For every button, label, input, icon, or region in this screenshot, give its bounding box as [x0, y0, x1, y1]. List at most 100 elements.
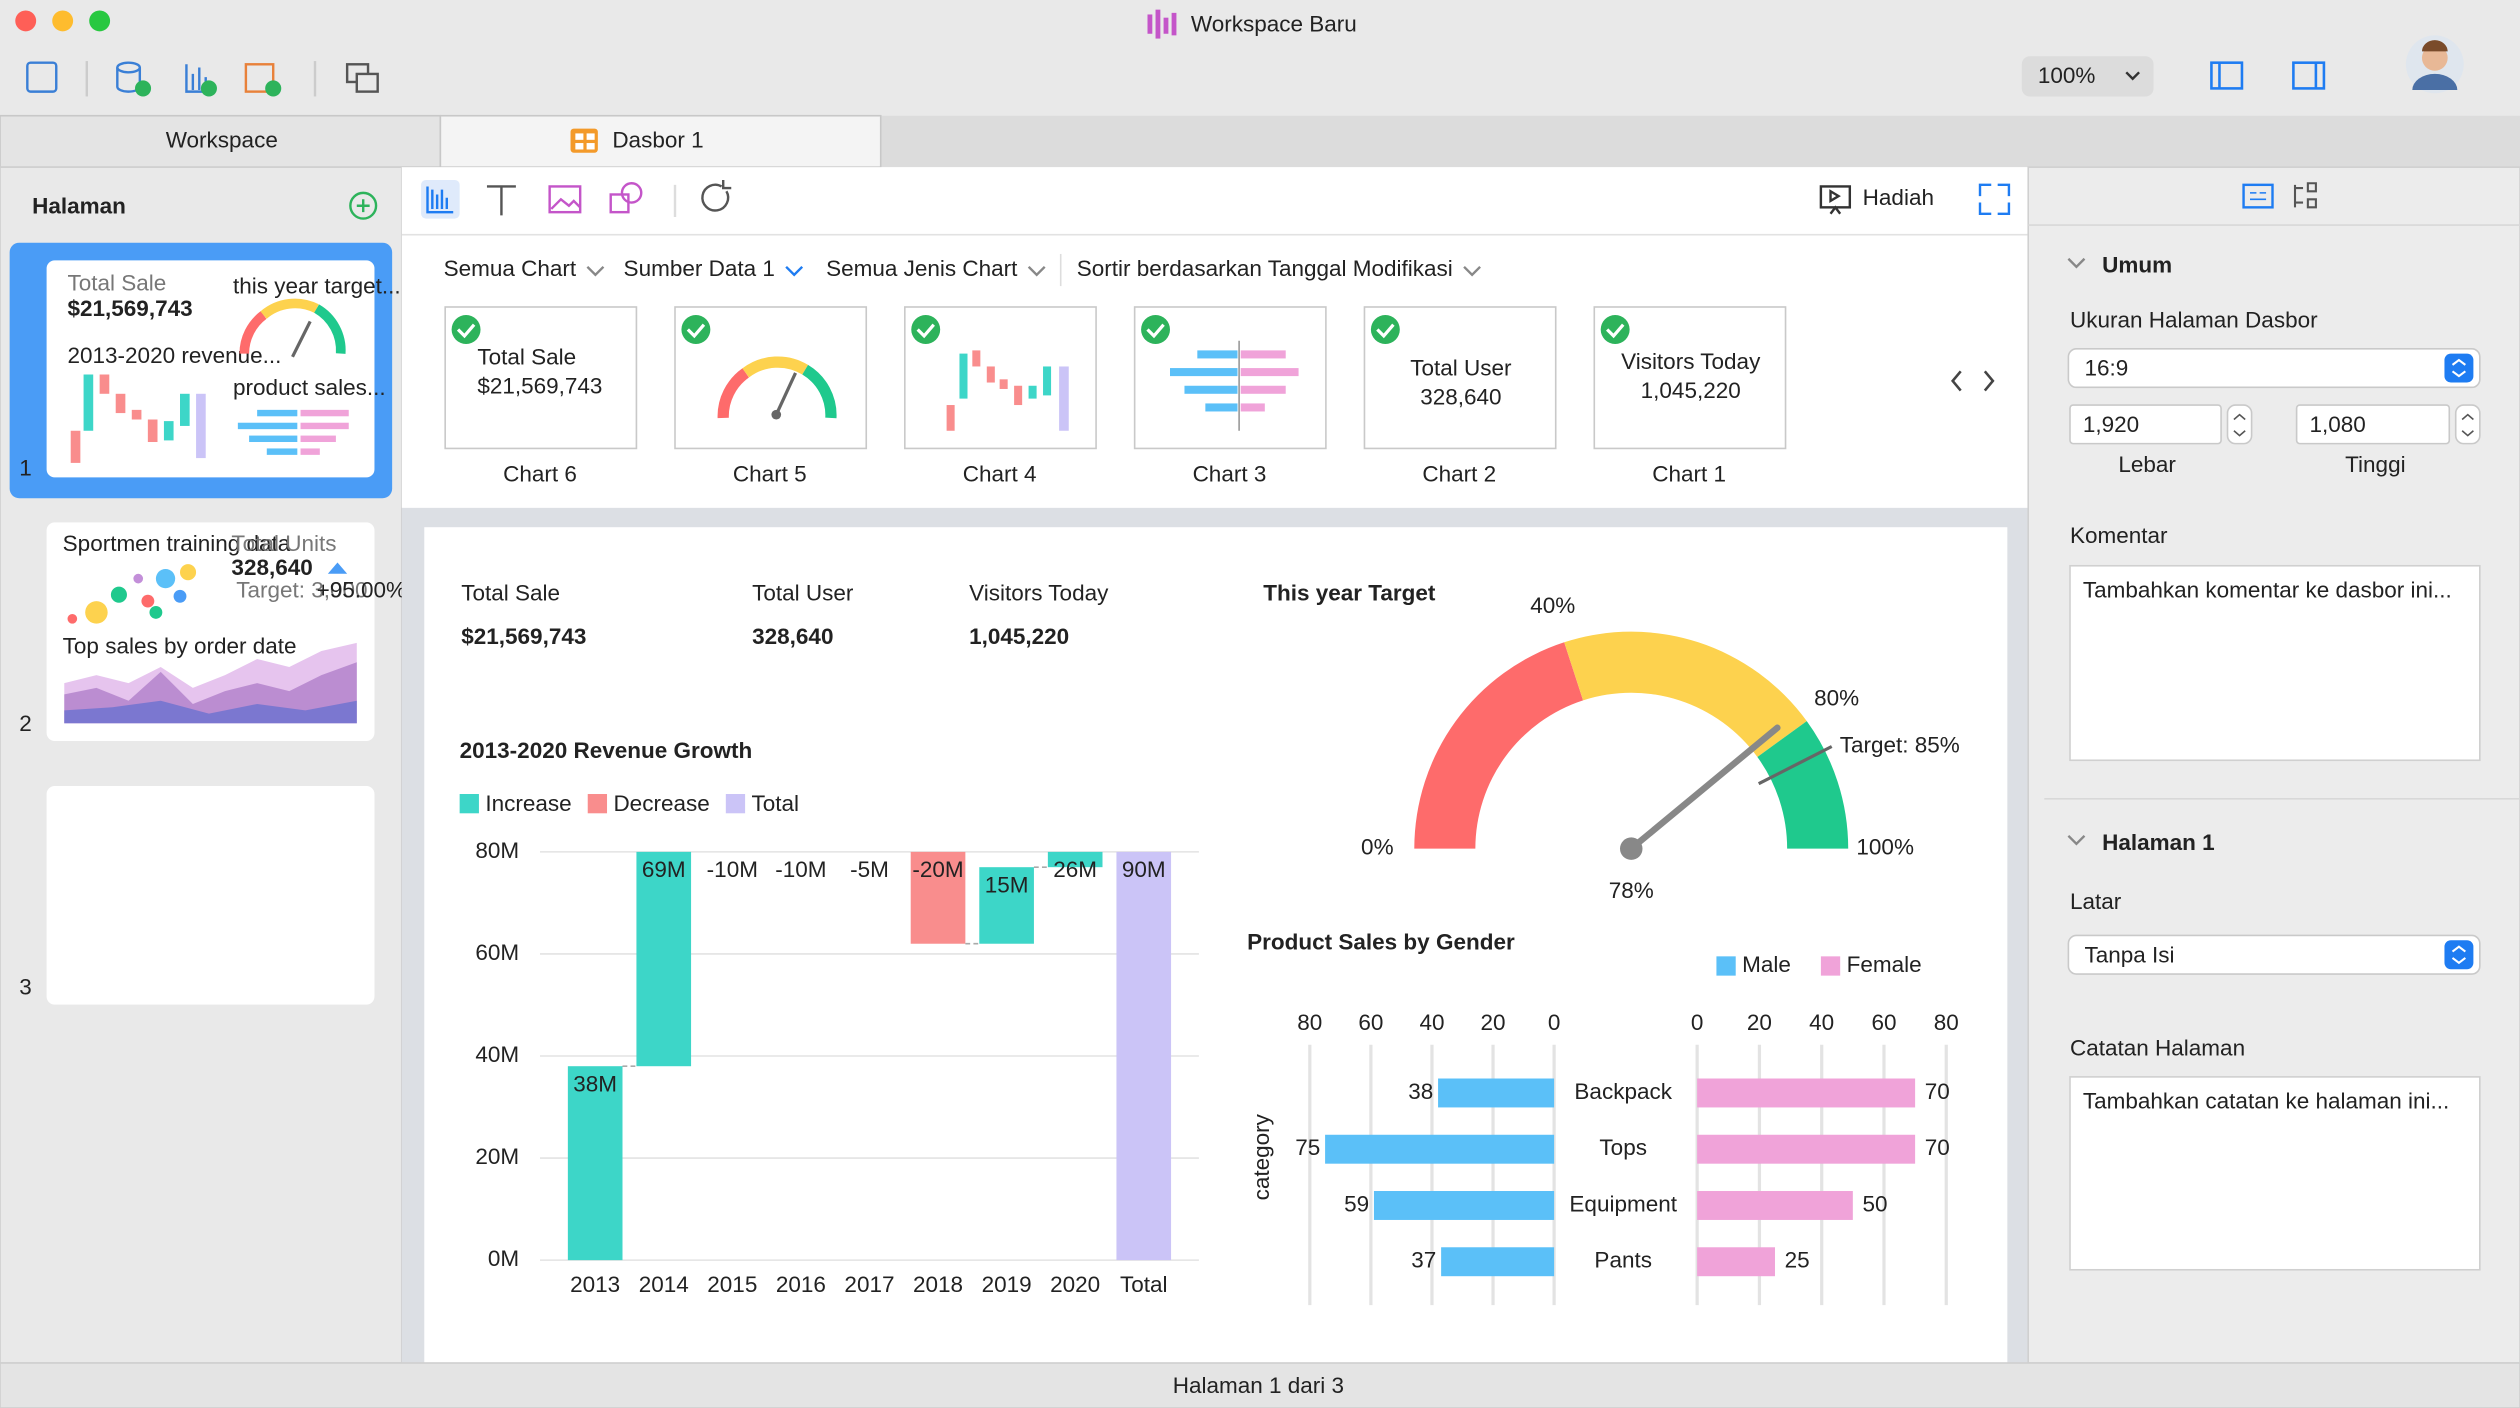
filter[interactable]: Sortir berdasarkan Tanggal Modifikasi — [1077, 256, 1453, 281]
gauge-band — [1414, 642, 1584, 849]
check — [911, 315, 941, 344]
thumb-text: $21,569,743 — [68, 296, 193, 321]
notes-textarea[interactable] — [2069, 1076, 2481, 1271]
field-label: Ukuran Halaman Dasbor — [2070, 307, 2318, 332]
filter[interactable]: Semua Jenis Chart — [826, 256, 1018, 281]
section-title[interactable]: Halaman 1 — [2102, 830, 2215, 855]
x-tick-label: 80 — [1934, 1010, 1959, 1035]
background-select[interactable] — [2067, 934, 2481, 975]
filter[interactable]: Sumber Data 1 — [624, 256, 775, 281]
add-page-button[interactable] — [349, 191, 378, 220]
y-tick-label: 40M — [475, 1042, 519, 1067]
card-label: Chart 2 — [1422, 462, 1496, 487]
insert-chart[interactable] — [421, 180, 460, 219]
bar — [1697, 1247, 1775, 1277]
thumb-text: Top sales by order date — [63, 634, 297, 659]
stepper[interactable] — [2454, 404, 2481, 445]
ratio-select[interactable] — [2067, 347, 2481, 389]
refresh[interactable] — [701, 180, 732, 212]
insert-icons — [421, 180, 2011, 219]
bar — [979, 867, 1034, 944]
right-panel-toggle[interactable] — [2292, 61, 2326, 90]
value-label: 70 — [1925, 1135, 1950, 1160]
gauge-value-label: 78% — [1609, 878, 1654, 903]
thumb-text: Total Units — [231, 531, 336, 556]
bar — [1373, 1191, 1555, 1220]
add-dashboard-icon[interactable] — [244, 63, 275, 93]
app-icon — [1147, 9, 1177, 39]
x-tick-label: 60 — [1358, 1010, 1383, 1035]
legend-swatch — [587, 794, 608, 814]
x-tick-label: 20 — [1481, 1010, 1506, 1035]
card-nav[interactable] — [1951, 370, 1995, 392]
field-label: Latar — [2070, 889, 2122, 914]
page-number: 2 — [19, 711, 32, 736]
zoom-select[interactable] — [2021, 56, 2154, 97]
value-label: 90M — [1122, 857, 1166, 882]
arrange-icon[interactable] — [355, 72, 379, 93]
insert-shape[interactable] — [609, 193, 630, 214]
y-tick-label: 0M — [488, 1246, 519, 1271]
filter[interactable]: Semua Chart — [444, 256, 577, 281]
comment-textarea[interactable] — [2069, 564, 2481, 762]
select-value: Tanpa Isi — [2084, 942, 2174, 967]
legend-label: Increase — [485, 791, 571, 816]
x-tick-label: 20 — [1747, 1010, 1772, 1035]
bar — [1697, 1134, 1916, 1164]
value-label: -10M — [775, 857, 826, 882]
x-tick-label: 2016 — [776, 1272, 826, 1297]
stepper[interactable] — [2226, 404, 2253, 445]
gauge-tick-label: 0% — [1361, 835, 1394, 860]
tab-label: Workspace — [166, 127, 278, 152]
legend-label: Decrease — [613, 791, 709, 816]
legend-swatch — [725, 794, 746, 814]
thumb-decor — [64, 562, 357, 724]
check-mark — [686, 323, 706, 339]
x-tick-label: 2015 — [707, 1272, 757, 1297]
sidebar-title: Halaman — [32, 193, 126, 218]
bar — [1438, 1078, 1555, 1108]
fullscreen[interactable] — [1978, 183, 2011, 215]
bar — [1325, 1134, 1555, 1164]
card-title: Visitors Today — [1621, 349, 1761, 374]
left-panel-toggle[interactable] — [2210, 61, 2244, 90]
page-thumb[interactable] — [46, 785, 375, 1005]
section-title[interactable]: Umum — [2102, 253, 2172, 278]
card-label: Chart 4 — [963, 462, 1037, 487]
insert-text[interactable] — [486, 185, 516, 216]
panel-tab[interactable] — [2293, 182, 2317, 209]
card-label: Chart 5 — [733, 462, 807, 487]
check-mark — [1376, 323, 1395, 339]
check — [451, 315, 481, 344]
check-mark — [1146, 323, 1165, 339]
page-number: 1 — [19, 455, 32, 480]
category-label: Equipment — [1569, 1191, 1677, 1216]
thumb-text: Sportmen training data — [63, 531, 291, 556]
add-chart-icon[interactable] — [185, 64, 214, 93]
kpi-label: Total User — [752, 581, 854, 606]
thumb-decor — [70, 298, 349, 463]
category-label: Pants — [1594, 1248, 1652, 1273]
present-label[interactable]: Hadiah — [1863, 185, 1934, 210]
kpi-label: Total Sale — [461, 581, 560, 606]
filter-chevron — [1027, 265, 1046, 277]
panel-tab-active[interactable] — [2242, 183, 2274, 209]
category-label: Tops — [1599, 1135, 1647, 1160]
save-icon[interactable] — [26, 61, 58, 93]
page-number: 3 — [19, 974, 32, 999]
width-input[interactable] — [2069, 404, 2222, 445]
close-button[interactable] — [15, 10, 37, 32]
field-label: Komentar — [2070, 523, 2168, 548]
kpi-value: 1,045,220 — [969, 624, 1069, 649]
thumb-text: +95.00% — [317, 577, 406, 602]
insert-image[interactable] — [548, 185, 582, 214]
legend-label: Total — [752, 791, 800, 816]
needle-hub — [1620, 837, 1643, 860]
placeholder: Tambahkan komentar ke dasbor ini... — [2083, 577, 2452, 602]
value-label: -10M — [707, 857, 758, 882]
bar — [567, 1066, 623, 1261]
plot: 38M 69M -10M -10M -5M -20M 15M 26M 90M — [567, 851, 1172, 1261]
minimize-button[interactable] — [52, 10, 74, 32]
height-input[interactable] — [2295, 404, 2451, 445]
zoom-button[interactable] — [89, 10, 111, 32]
